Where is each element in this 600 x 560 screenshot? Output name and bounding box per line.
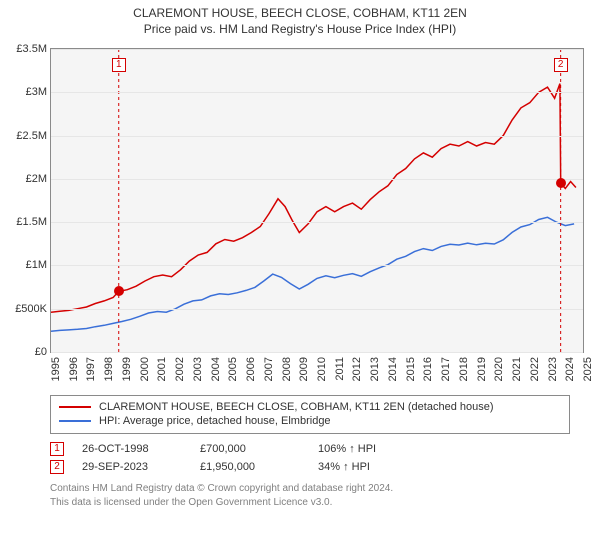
gridline	[51, 49, 583, 50]
footer-line1: Contains HM Land Registry data © Crown c…	[50, 482, 570, 496]
transaction-price: £1,950,000	[200, 461, 300, 473]
transaction-pct: 34% ↑ HPI	[318, 461, 418, 473]
gridline	[51, 352, 583, 353]
transaction-pct: 106% ↑ HPI	[318, 443, 418, 455]
gridline	[51, 222, 583, 223]
legend-swatch	[59, 406, 91, 408]
transaction-rows: 1 26-OCT-1998 £700,000 106% ↑ HPI 2 29-SEP-20…	[50, 440, 570, 476]
legend-label: HPI: Average price, detached house, Elmb…	[99, 415, 331, 427]
marker-point	[556, 178, 566, 188]
transaction-date: 29-SEP-2023	[82, 461, 182, 473]
footer-line2: This data is licensed under the Open Gov…	[50, 496, 570, 510]
y-tick-label: £500K	[15, 303, 47, 315]
chart-title-sub: Price paid vs. HM Land Registry's House …	[0, 22, 600, 36]
series-line	[51, 217, 574, 331]
marker-point	[114, 286, 124, 296]
gridline	[51, 265, 583, 266]
transaction-marker-box: 2	[50, 460, 64, 474]
legend-swatch	[59, 420, 91, 422]
marker-box: 2	[554, 58, 568, 72]
gridline	[51, 309, 583, 310]
transaction-date: 26-OCT-1998	[82, 443, 182, 455]
y-tick-label: £1M	[26, 259, 47, 271]
y-tick-label: £3.5M	[16, 43, 47, 55]
transaction-row: 2 29-SEP-2023 £1,950,000 34% ↑ HPI	[50, 458, 570, 476]
marker-box: 1	[112, 58, 126, 72]
chart-area: £0£500K£1M£1.5M£2M£2.5M£3M£3.5M12 199519…	[30, 44, 590, 389]
transaction-price: £700,000	[200, 443, 300, 455]
legend-row: HPI: Average price, detached house, Elmb…	[59, 414, 561, 428]
series-line	[51, 84, 576, 313]
chart-container: CLAREMONT HOUSE, BEECH CLOSE, COBHAM, KT…	[0, 0, 600, 560]
x-tick-label: 2025	[582, 357, 600, 381]
y-tick-label: £1.5M	[16, 216, 47, 228]
y-tick-label: £2.5M	[16, 130, 47, 142]
legend: CLAREMONT HOUSE, BEECH CLOSE, COBHAM, KT…	[50, 395, 570, 434]
footer: Contains HM Land Registry data © Crown c…	[50, 482, 570, 509]
chart-titles: CLAREMONT HOUSE, BEECH CLOSE, COBHAM, KT…	[0, 0, 600, 36]
legend-row: CLAREMONT HOUSE, BEECH CLOSE, COBHAM, KT…	[59, 400, 561, 414]
chart-title-address: CLAREMONT HOUSE, BEECH CLOSE, COBHAM, KT…	[0, 6, 600, 20]
legend-label: CLAREMONT HOUSE, BEECH CLOSE, COBHAM, KT…	[99, 401, 494, 413]
transaction-row: 1 26-OCT-1998 £700,000 106% ↑ HPI	[50, 440, 570, 458]
gridline	[51, 136, 583, 137]
x-axis: 1995199619971998199920002001200220032004…	[50, 355, 584, 389]
y-tick-label: £0	[35, 346, 47, 358]
gridline	[51, 179, 583, 180]
chart-lines	[51, 49, 583, 352]
plot-area: £0£500K£1M£1.5M£2M£2.5M£3M£3.5M12	[50, 48, 584, 353]
y-tick-label: £3M	[26, 86, 47, 98]
y-tick-label: £2M	[26, 173, 47, 185]
transaction-marker-box: 1	[50, 442, 64, 456]
gridline	[51, 92, 583, 93]
